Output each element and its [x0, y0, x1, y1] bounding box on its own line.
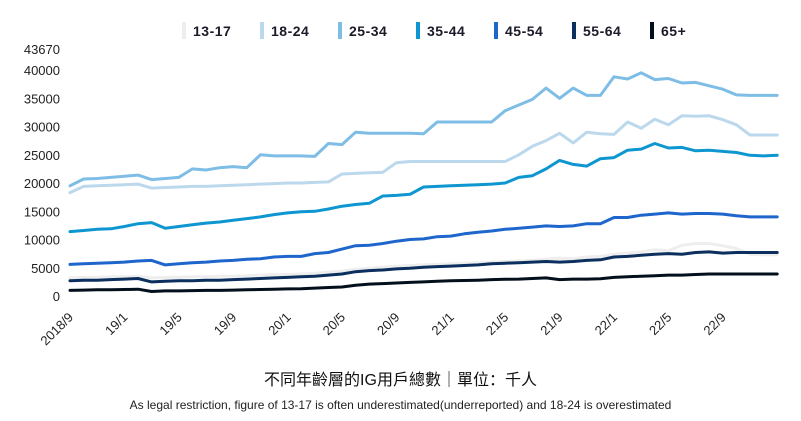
y-tick-label: 35000 [24, 91, 60, 106]
x-tick-label: 21/5 [483, 310, 512, 339]
series-line-35-44 [68, 142, 779, 234]
x-tick-label: 22/9 [700, 310, 729, 339]
x-tick-label: 20/1 [265, 310, 294, 339]
y-tick-label: 20000 [24, 176, 60, 191]
x-tick-label: 21/1 [428, 310, 457, 339]
y-tick-label: 0 [53, 289, 60, 304]
y-tick-label: 10000 [24, 233, 60, 248]
legend-label: 65+ [661, 23, 686, 39]
x-tick-label: 20/9 [374, 310, 403, 339]
legend-label: 25-34 [349, 23, 387, 39]
legend-swatch [338, 22, 342, 39]
chart-note: As legal restriction, figure of 13-17 is… [129, 398, 672, 412]
x-tick-label: 21/9 [537, 310, 566, 339]
legend-swatch [494, 22, 498, 39]
legend-swatch [650, 22, 654, 39]
y-tick-label: 5000 [31, 261, 60, 276]
legend-swatch [182, 22, 186, 39]
series-line-25-34 [68, 71, 779, 188]
line-chart: 0 5000 10000 15000 20000 25000 30000 35000 40000… [24, 22, 779, 349]
x-tick-label: 22/5 [646, 310, 675, 339]
series-line-65+ [68, 272, 779, 293]
y-tick-label: 15000 [24, 204, 60, 219]
x-tick-label: 19/5 [156, 310, 185, 339]
legend-label: 35-44 [427, 23, 465, 39]
x-tick-label: 20/5 [320, 310, 349, 339]
x-tick-label: 19/1 [102, 310, 131, 339]
x-tick-label: 22/1 [592, 310, 621, 339]
legend-label: 13-17 [193, 23, 231, 39]
legend-label: 55-64 [583, 23, 621, 39]
series-line-18-24 [68, 114, 779, 195]
legend-swatch [260, 22, 264, 39]
series-line-45-54 [68, 211, 779, 267]
series-line-13-17 [68, 242, 779, 280]
y-tick-label: 40000 [24, 63, 60, 78]
legend-swatch [416, 22, 420, 39]
y-tick-label: 43670 [24, 42, 60, 57]
legend-swatch [572, 22, 576, 39]
series-line-55-64 [68, 250, 779, 284]
x-tick-label: 2018/9 [37, 310, 76, 349]
legend-label: 45-54 [505, 23, 543, 39]
chart-title: 不同年齡層的IG用戶總數｜單位：千人 [264, 372, 537, 389]
legend-label: 18-24 [271, 23, 309, 39]
y-tick-label: 30000 [24, 120, 60, 135]
y-tick-label: 25000 [24, 148, 60, 163]
x-tick-label: 19/9 [211, 310, 240, 339]
